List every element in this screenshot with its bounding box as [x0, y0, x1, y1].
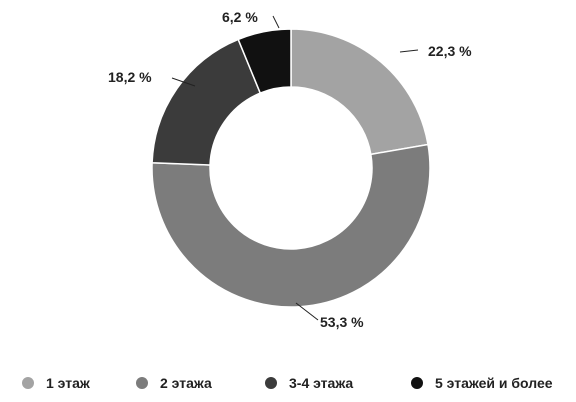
leader-line-4: [272, 15, 280, 29]
legend-swatch-4: [411, 377, 423, 389]
data-label-4: 6,2 %: [222, 9, 258, 25]
legend-label-2: 2 этажа: [160, 375, 212, 391]
data-label-2: 53,3 %: [320, 314, 364, 330]
legend-label-1: 1 этаж: [46, 375, 90, 391]
legend-item-4: 5 этажей и более: [411, 375, 553, 391]
slice-4: [237, 28, 292, 95]
legend-swatch-1: [22, 377, 34, 389]
leader-line-3: [171, 77, 196, 87]
leader-line-2: [295, 302, 319, 321]
slice-3: [151, 38, 262, 166]
data-label-1: 22,3 %: [428, 43, 472, 59]
legend-item-1: 1 этаж: [22, 375, 90, 391]
legend-label-3: 3-4 этажа: [289, 375, 354, 391]
data-label-3: 18,2 %: [108, 69, 152, 85]
slice-1: [290, 28, 429, 156]
legend-swatch-3: [265, 377, 277, 389]
legend-item-2: 2 этажа: [136, 375, 212, 391]
slice-2: [151, 143, 431, 308]
leader-line-1: [399, 49, 419, 53]
legend-swatch-2: [136, 377, 148, 389]
legend: 1 этаж 2 этажа 3-4 этажа 5 этажей и боле…: [0, 375, 576, 397]
legend-item-3: 3-4 этажа: [265, 375, 353, 391]
legend-label-4: 5 этажей и более: [435, 375, 553, 391]
